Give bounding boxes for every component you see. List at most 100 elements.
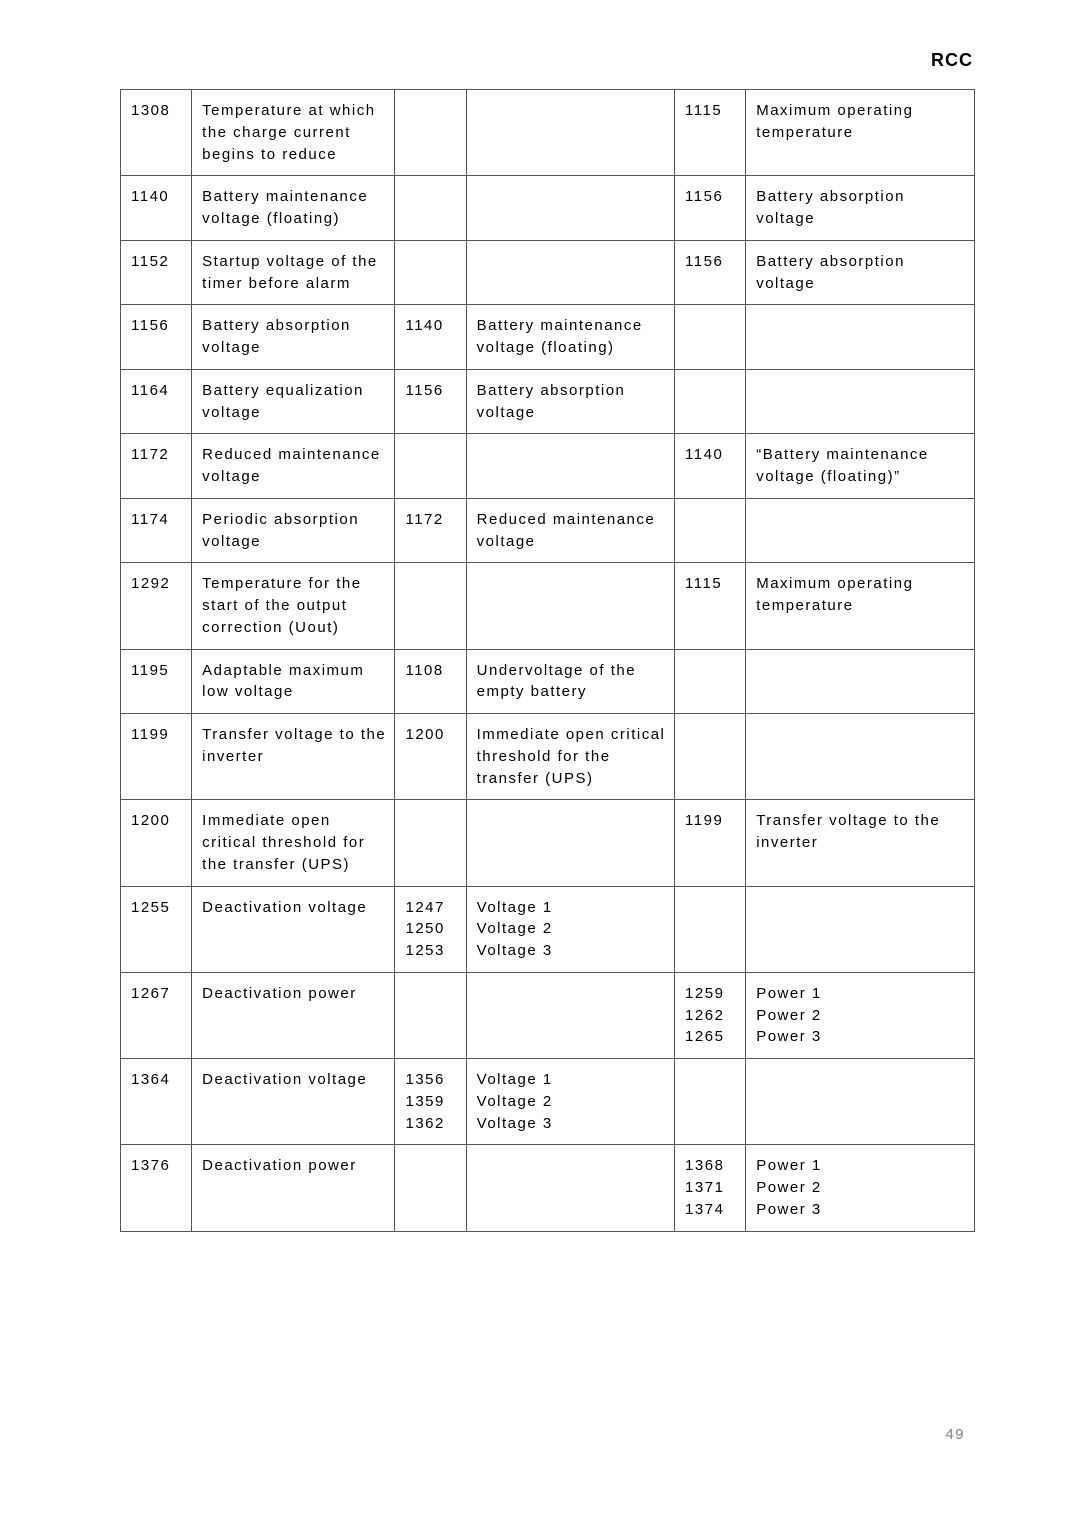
page-number: 49	[945, 1426, 965, 1443]
cell-id1: 1172	[121, 434, 192, 499]
cell-id2	[395, 972, 466, 1058]
table-row: 1174Periodic absorption voltage1172Reduc…	[121, 498, 975, 563]
table-row: 1255Deactivation voltage124712501253Volt…	[121, 886, 975, 972]
cell-txt1: Battery equalization voltage	[192, 369, 395, 434]
cell-txt1: Battery maintenance voltage (floating)	[192, 176, 395, 241]
page: RCC 1308Temperature at which the charge …	[0, 0, 1080, 1528]
cell-txt2	[466, 176, 674, 241]
table-row: 1152Startup voltage of the timer before …	[121, 240, 975, 305]
cell-txt3	[746, 886, 975, 972]
cell-id3	[675, 369, 746, 434]
cell-txt3	[746, 305, 975, 370]
table-row: 1364Deactivation voltage135613591362Volt…	[121, 1059, 975, 1145]
cell-id1: 1152	[121, 240, 192, 305]
cell-txt1: Startup voltage of the timer before alar…	[192, 240, 395, 305]
cell-id3: 1140	[675, 434, 746, 499]
cell-txt2	[466, 800, 674, 886]
cell-txt1: Battery absorption voltage	[192, 305, 395, 370]
cell-id2	[395, 563, 466, 649]
cell-txt3	[746, 714, 975, 800]
cell-txt1: Reduced maintenance voltage	[192, 434, 395, 499]
cell-id1: 1364	[121, 1059, 192, 1145]
cell-id2: 1140	[395, 305, 466, 370]
table-row: 1308Temperature at which the charge curr…	[121, 90, 975, 176]
cell-txt3: “Battery maintenance voltage (floating)”	[746, 434, 975, 499]
cell-txt3: Power 1Power 2Power 3	[746, 972, 975, 1058]
cell-txt2: Battery absorption voltage	[466, 369, 674, 434]
cell-id3	[675, 886, 746, 972]
cell-txt1: Deactivation voltage	[192, 1059, 395, 1145]
cell-id2	[395, 90, 466, 176]
cell-txt1: Deactivation power	[192, 972, 395, 1058]
cell-txt1: Temperature for the start of the output …	[192, 563, 395, 649]
cell-txt2	[466, 972, 674, 1058]
cell-id3	[675, 714, 746, 800]
cell-id1: 1376	[121, 1145, 192, 1231]
cell-id1: 1140	[121, 176, 192, 241]
cell-txt3: Power 1Power 2Power 3	[746, 1145, 975, 1231]
table-row: 1292Temperature for the start of the out…	[121, 563, 975, 649]
cell-txt1: Temperature at which the charge current …	[192, 90, 395, 176]
cell-txt3	[746, 1059, 975, 1145]
cell-txt2	[466, 434, 674, 499]
cell-txt1: Periodic absorption voltage	[192, 498, 395, 563]
cell-txt3: Battery absorption voltage	[746, 176, 975, 241]
cell-id2: 1172	[395, 498, 466, 563]
cell-txt2	[466, 90, 674, 176]
cell-txt1: Immediate open critical threshold for th…	[192, 800, 395, 886]
cell-id3	[675, 1059, 746, 1145]
cell-id1: 1156	[121, 305, 192, 370]
cell-id2: 135613591362	[395, 1059, 466, 1145]
table-row: 1172Reduced maintenance voltage 1140“Batt…	[121, 434, 975, 499]
cell-txt3	[746, 498, 975, 563]
cell-id3	[675, 305, 746, 370]
cell-id3: 1199	[675, 800, 746, 886]
cell-id2: 124712501253	[395, 886, 466, 972]
brand-logo-text: RCC	[120, 50, 975, 71]
cell-txt1: Deactivation voltage	[192, 886, 395, 972]
cell-id1: 1255	[121, 886, 192, 972]
cell-id1: 1292	[121, 563, 192, 649]
table-row: 1200Immediate open critical threshold fo…	[121, 800, 975, 886]
cell-id3: 136813711374	[675, 1145, 746, 1231]
table-row: 1164Battery equalization voltage1156Batt…	[121, 369, 975, 434]
cell-id3: 1156	[675, 240, 746, 305]
cell-id2: 1108	[395, 649, 466, 714]
cell-id3: 1115	[675, 90, 746, 176]
cell-txt1: Adaptable maximum low voltage	[192, 649, 395, 714]
cell-id2: 1156	[395, 369, 466, 434]
cell-id2	[395, 800, 466, 886]
cell-txt3: Maximum operating temperature	[746, 90, 975, 176]
cell-txt3: Transfer voltage to the inverter	[746, 800, 975, 886]
cell-txt2: Voltage 1Voltage 2Voltage 3	[466, 886, 674, 972]
cell-txt3	[746, 369, 975, 434]
table-row: 1140Battery maintenance voltage (floatin…	[121, 176, 975, 241]
cell-txt2	[466, 240, 674, 305]
cell-id1: 1308	[121, 90, 192, 176]
table-row: 1376Deactivation power 136813711374Power …	[121, 1145, 975, 1231]
cell-id1: 1200	[121, 800, 192, 886]
cell-id2	[395, 240, 466, 305]
cell-id2	[395, 434, 466, 499]
cell-txt2: Immediate open critical threshold for th…	[466, 714, 674, 800]
parameters-table-body: 1308Temperature at which the charge curr…	[121, 90, 975, 1232]
cell-txt1: Transfer voltage to the inverter	[192, 714, 395, 800]
cell-id3: 1115	[675, 563, 746, 649]
cell-txt2: Undervoltage of the empty battery	[466, 649, 674, 714]
table-row: 1267Deactivation power125912621265Power …	[121, 972, 975, 1058]
cell-id2: 1200	[395, 714, 466, 800]
cell-txt2	[466, 1145, 674, 1231]
cell-txt2: Battery maintenance voltage (floating)	[466, 305, 674, 370]
cell-txt1: Deactivation power	[192, 1145, 395, 1231]
cell-id3: 125912621265	[675, 972, 746, 1058]
cell-txt3: Maximum operating temperature	[746, 563, 975, 649]
cell-id1: 1164	[121, 369, 192, 434]
table-row: 1156Battery absorption voltage1140Batter…	[121, 305, 975, 370]
cell-id1: 1199	[121, 714, 192, 800]
cell-txt2: Reduced maintenance voltage	[466, 498, 674, 563]
table-row: 1199Transfer voltage to the inverter1200…	[121, 714, 975, 800]
cell-id3	[675, 498, 746, 563]
table-row: 1195Adaptable maximum low voltage1108Und…	[121, 649, 975, 714]
cell-txt2: Voltage 1Voltage 2Voltage 3	[466, 1059, 674, 1145]
cell-id1: 1195	[121, 649, 192, 714]
